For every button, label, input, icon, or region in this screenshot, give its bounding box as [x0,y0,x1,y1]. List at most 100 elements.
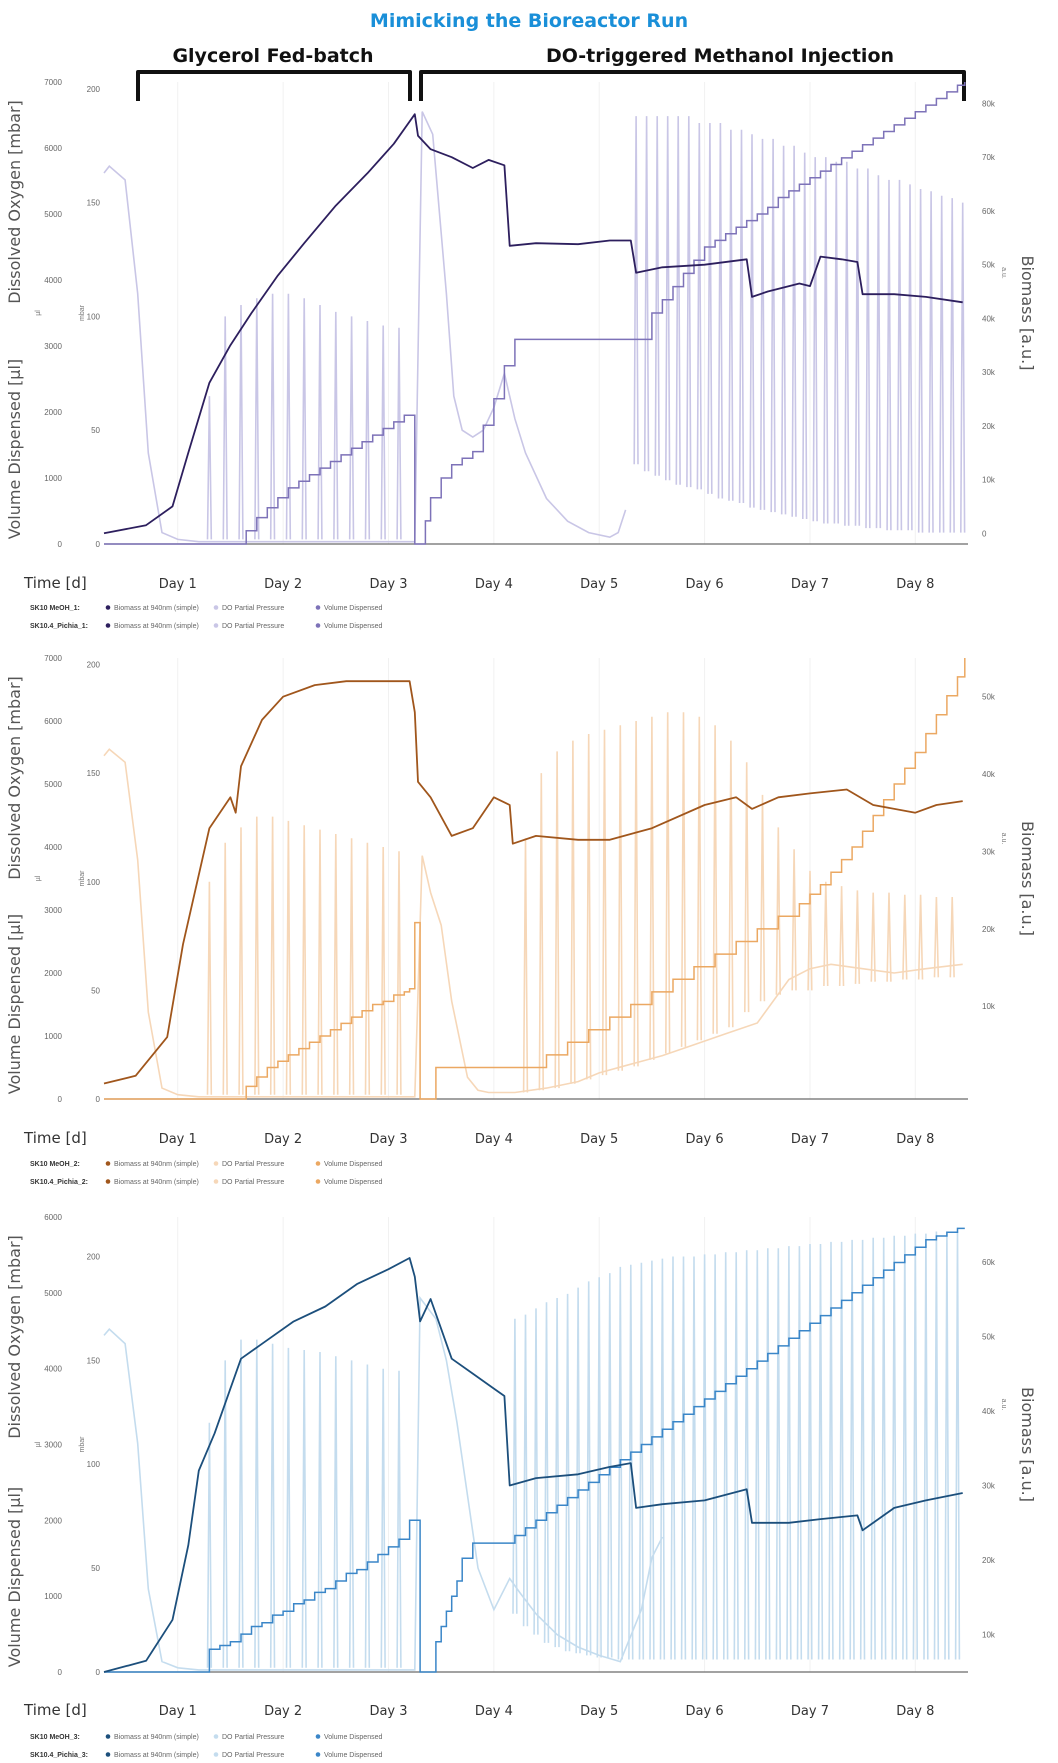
do-spike [206,1422,213,1668]
legend-run-name: SK10 MeOH_1: [30,605,80,612]
legend-swatch [105,1179,111,1184]
do-tick-label: 50 [91,426,100,435]
time-axis-title: Time [d] [23,1701,87,1719]
do-spike [933,1231,940,1660]
do-spike [723,1252,729,1660]
do-spike [701,1254,708,1660]
do-spike [543,1302,550,1643]
do-spike [765,1248,771,1660]
do-spike [917,188,924,533]
legend-item-label: Biomass at 940nm (simple) [114,1752,199,1759]
do-spike [649,716,655,1060]
biomass-tick-label: 10k [982,1631,996,1640]
volume-tick-label: 0 [58,540,63,549]
day-tick-label: Day 1 [159,1704,197,1719]
legend-item-label: Volume Dispensed [324,623,382,630]
do-spike [301,298,307,540]
do-axis-title: Dissolved Oxygen [mbar] [5,100,24,304]
legend-item-label: Volume Dispensed [324,1161,382,1168]
do-spike [738,129,745,504]
legend-swatch [315,605,321,610]
do-spike [522,838,529,1093]
volume-tick-label: 3000 [44,342,62,351]
do-spike [285,293,292,540]
do-spike [380,846,386,1095]
do-tick-label: 0 [96,1095,101,1104]
biomass-tick-label: 50k [982,693,996,702]
do-spike [206,881,213,1095]
do-spike [770,138,776,513]
do-spike [749,134,755,508]
do-tick-label: 100 [87,1460,101,1469]
do-spike [775,1248,781,1660]
do-spike [791,849,797,991]
do-spike [886,179,892,531]
biomass-tick-label: 50k [982,1332,996,1341]
legend-swatch [105,1161,111,1166]
do-spike [333,833,339,1095]
do-spike [960,202,966,533]
do-spike [902,1235,908,1660]
do-spike [680,1256,687,1660]
biomass-axis-title: Biomass [a.u.] [1018,256,1037,371]
volume-unit-small: µl [35,310,42,316]
legend-run-name: SK10 MeOH_2: [30,1161,80,1168]
do-series-envelope [103,748,963,1098]
do-tick-label: 50 [91,986,100,995]
volume-tick-label: 4000 [44,843,62,852]
volume-axis-title: Volume Dispensed [µl] [5,1487,24,1667]
legend-item-label: DO Partial Pressure [222,605,284,612]
do-spike [917,894,924,980]
do-spike [838,886,845,987]
do-unit-small: mbar [79,1436,86,1453]
do-spike [717,122,724,499]
day-tick-label: Day 2 [264,1704,302,1719]
do-spike [870,1237,876,1660]
phase-glycerol-label: Glycerol Fed-batch [172,45,373,67]
do-spike [396,1370,402,1668]
do-spike [707,122,713,494]
do-spike [254,298,260,540]
do-spike [586,733,592,1080]
do-spike [881,1237,887,1660]
do-spike [828,1241,834,1660]
do-spike [254,816,260,1095]
do-tick-label: 200 [87,85,101,94]
legend-item-label: DO Partial Pressure [222,623,284,630]
do-spike [222,1360,228,1668]
do-spike [601,729,608,1076]
volume-tick-label: 0 [58,1668,63,1677]
do-tick-label: 150 [87,199,101,208]
volume-tick-label: 5000 [44,210,62,219]
do-spike [854,168,861,526]
do-spike [607,1273,613,1658]
biomass-tick-label: 80k [982,99,996,108]
time-axis-title: Time [d] [23,1129,87,1147]
do-spike [780,145,787,515]
legend-item-label: Biomass at 940nm (simple) [114,1161,199,1168]
do-spike [317,304,323,540]
day-tick-label: Day 5 [580,1132,618,1147]
legend-item-label: Biomass at 940nm (simple) [114,623,199,630]
do-spike [554,1297,560,1648]
do-spike [596,1277,602,1658]
biomass-tick-label: 30k [982,368,996,377]
do-spike [865,168,871,529]
legend-swatch [315,1161,321,1166]
day-tick-label: Day 7 [791,577,829,592]
do-spike [570,740,576,1084]
legend-run-name: SK10.4_Pichia_3: [30,1752,88,1759]
volume-series-line [104,1227,965,1673]
legend-swatch [213,1734,219,1739]
do-spike [823,881,829,987]
do-spike [575,1287,581,1654]
do-spike [333,1356,339,1668]
do-spike [654,116,660,476]
do-spike [643,116,650,472]
day-tick-label: Day 2 [264,1132,302,1147]
legend-swatch [213,605,219,610]
do-spike [380,325,386,540]
do-spike [380,1368,386,1668]
biomass-tick-label: 60k [982,207,996,216]
